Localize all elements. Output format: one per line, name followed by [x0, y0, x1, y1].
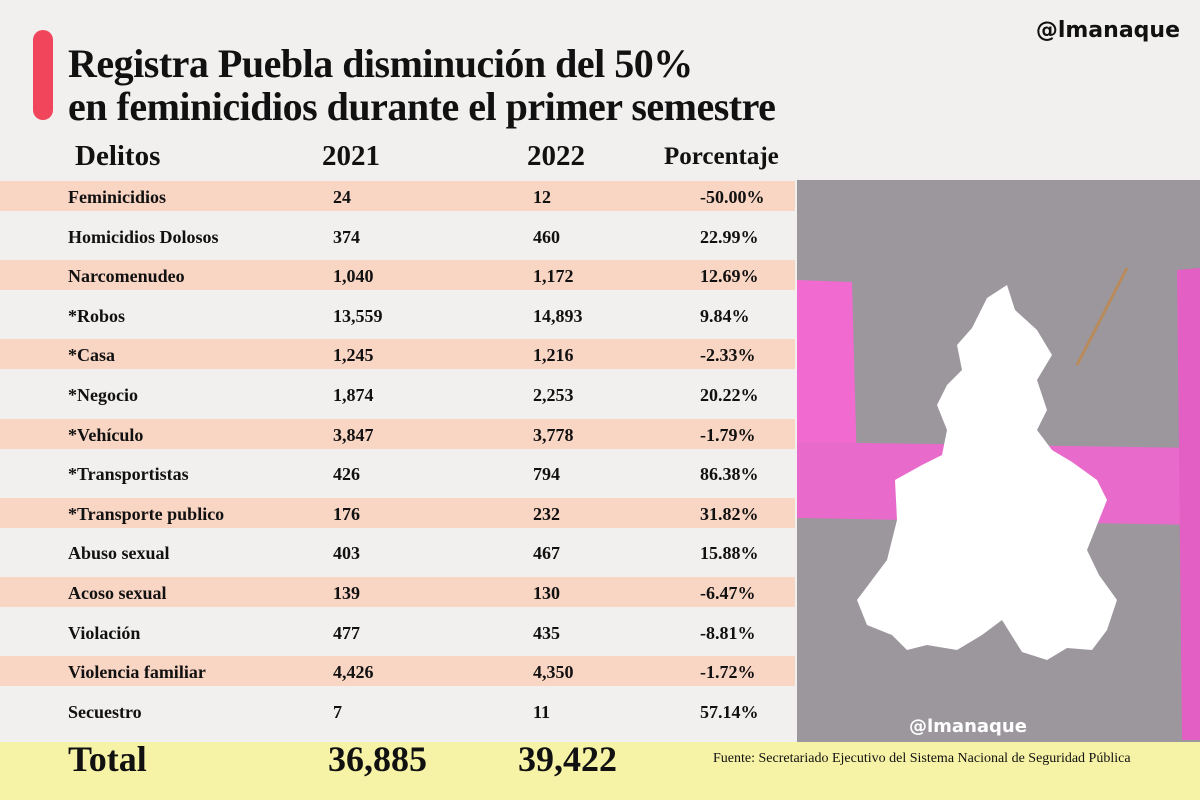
value-2021: 403: [333, 543, 360, 564]
table-row: Abuso sexual 403 467 15.88%: [0, 537, 795, 567]
column-header: Delitos: [75, 140, 161, 172]
percent-change: 20.22%: [700, 385, 759, 405]
value-2022: 460: [533, 226, 560, 247]
value-2022: 232: [533, 503, 560, 524]
accent-bar: [33, 30, 53, 120]
value-2021: 1,874: [333, 385, 374, 405]
percent-change: -50.00%: [700, 187, 765, 207]
percent-change: 57.14%: [700, 701, 759, 722]
crime-name: Violencia familiar: [68, 662, 206, 683]
value-2021: 477: [333, 622, 360, 643]
value-2022: 12: [533, 187, 551, 207]
crime-name: *Transporte publico: [68, 503, 225, 524]
percent-change: -1.79%: [700, 424, 756, 445]
crime-name: *Transportistas: [68, 464, 189, 485]
value-2022: 1,216: [533, 345, 574, 366]
crime-name: Feminicidios: [68, 187, 166, 207]
column-header: 2021: [322, 140, 380, 172]
percent-change: -2.33%: [700, 345, 756, 366]
value-2021: 7: [333, 701, 342, 722]
title-line: en feminicidios durante el primer semest…: [68, 84, 776, 129]
value-2022: 4,350: [533, 662, 574, 683]
crime-name: Acoso sexual: [68, 583, 167, 603]
watermark: @lmanaque: [909, 716, 1027, 737]
value-2021: 13,559: [333, 305, 383, 326]
total-bar: [0, 742, 1200, 800]
value-2021: 139: [333, 583, 360, 603]
column-header: Porcentaje: [664, 143, 779, 170]
percent-change: 15.88%: [700, 543, 759, 564]
value-2021: 1,040: [333, 266, 374, 287]
value-2022: 1,172: [533, 266, 574, 287]
table-row: *Vehículo 3,847 3,778 -1.79%: [0, 418, 795, 449]
value-2021: 24: [333, 187, 351, 207]
value-2022: 14,893: [533, 305, 583, 326]
table-row: Narcomenudeo 1,040 1,172 12.69%: [0, 260, 795, 291]
percent-change: -6.47%: [700, 583, 756, 603]
value-2021: 426: [333, 464, 360, 485]
percent-change: -8.81%: [700, 622, 756, 643]
percent-change: 9.84%: [700, 305, 750, 326]
value-2022: 794: [533, 464, 560, 485]
table-row: Secuestro 7 11 57.14%: [0, 696, 795, 726]
crime-name: Abuso sexual: [68, 543, 170, 564]
table-row: Violencia familiar 4,426 4,350 -1.72%: [0, 656, 795, 687]
percent-change: -1.72%: [700, 662, 756, 683]
percent-change: 22.99%: [700, 226, 759, 247]
crime-name: Homicidios Dolosos: [68, 226, 219, 247]
crime-name: *Casa: [68, 345, 116, 366]
value-2022: 435: [533, 622, 560, 643]
value-2022: 130: [533, 583, 560, 603]
value-2022: 3,778: [533, 424, 574, 445]
value-2022: 2,253: [533, 385, 574, 405]
value-2021: 176: [333, 503, 360, 524]
total-value: 36,885: [328, 739, 427, 779]
table-row: *Negocio 1,874 2,253 20.22%: [0, 379, 795, 409]
crime-name: *Negocio: [68, 385, 138, 405]
table-row: Homicidios Dolosos 374 460 22.99%: [0, 221, 795, 251]
table-row: *Robos 13,559 14,893 9.84%: [0, 300, 795, 330]
value-2021: 4,426: [333, 662, 374, 683]
table-row: Violación 477 435 -8.81%: [0, 617, 795, 647]
crime-name: *Robos: [68, 305, 126, 326]
crime-name: Narcomenudeo: [68, 266, 185, 287]
value-2021: 1,245: [333, 345, 374, 366]
crime-name: Violación: [68, 622, 141, 643]
table-row: Acoso sexual 139 130 -6.47%: [0, 577, 795, 607]
percent-change: 31.82%: [700, 503, 759, 524]
value-2022: 467: [533, 543, 560, 564]
total-label: Total: [68, 739, 147, 779]
table-row: *Casa 1,245 1,216 -2.33%: [0, 339, 795, 370]
value-2022: 11: [533, 701, 551, 722]
table-row: *Transportistas 426 794 86.38%: [0, 458, 795, 488]
table-row: Feminicidios 24 12 -50.00%: [0, 181, 795, 211]
value-2021: 3,847: [333, 424, 374, 445]
brand: @lmanaque: [1035, 18, 1180, 43]
crime-name: *Vehículo: [68, 424, 144, 445]
total-value: 39,422: [518, 739, 617, 779]
percent-change: 12.69%: [700, 266, 759, 287]
percent-change: 86.38%: [700, 464, 759, 485]
value-2021: 374: [333, 226, 360, 247]
column-header: 2022: [527, 140, 585, 172]
title-line: Registra Puebla disminución del 50%: [68, 41, 693, 86]
photo: @lmanaque: [797, 180, 1200, 742]
table-row: *Transporte publico 176 232 31.82%: [0, 497, 795, 528]
source: Fuente: Secretariado Ejecutivo del Siste…: [713, 751, 1131, 766]
crime-name: Secuestro: [68, 701, 142, 722]
